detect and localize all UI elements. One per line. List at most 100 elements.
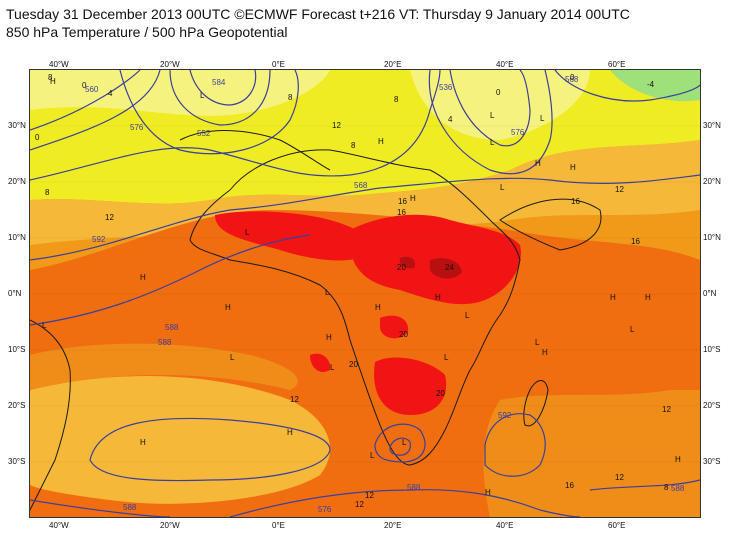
temp-label-22: 12 [365,491,374,500]
temp-label-27: 8 [664,483,669,492]
geo-label-13: 576 [318,505,332,514]
temp-label-10: -4 [647,80,655,89]
temp-label-29: 16 [565,481,574,490]
pressure-marker-5: H [535,159,541,168]
temp-label-26: 12 [662,405,671,414]
lat-label-right-6: 30°S [703,457,721,466]
geo-label-6: 568 [565,75,579,84]
geo-label-12: 588 [123,503,137,512]
pressure-marker-26: H [542,348,548,357]
pressure-marker-3: L [490,138,495,147]
pressure-marker-6: H [410,194,416,203]
temp-region-red [215,211,369,261]
temp-label-2: 4 [108,89,113,98]
pressure-marker-27: H [140,438,146,447]
lon-label-top-5: 60°E [608,60,626,69]
temp-label-28: 12 [355,500,364,509]
geo-label-0: 560 [85,85,99,94]
lat-label-left-2: 10°N [8,233,26,242]
geo-label-11: 588 [158,338,172,347]
pressure-marker-19: L [42,321,47,330]
temp-label-30: 12 [615,473,624,482]
pressure-marker-10: L [245,228,250,237]
graticule [30,125,700,463]
geo-label-4: 536 [439,83,453,92]
temp-label-1: 0 [82,81,87,90]
pressure-marker-30: L [402,438,407,447]
lat-label-left-5: 20°S [8,401,26,410]
lon-label-bottom-3: 20°E [384,521,402,530]
lat-label-right-4: 10°S [703,345,721,354]
lat-label-right-3: 0°N [703,289,717,298]
geo-label-14: 588 [407,483,421,492]
pressure-marker-11: H [140,273,146,282]
pressure-marker-31: H [485,488,491,497]
geopotential-labels: 560 576 552 584 536 576 568 568 592 592 588 588 588 5… [85,75,685,514]
geo-label-1: 576 [130,123,144,132]
temp-label-6: 8 [351,141,356,150]
pressure-marker-29: L [370,451,375,460]
temp-label-12: 8 [45,188,50,197]
temp-label-4: 8 [394,95,399,104]
pressure-marker-15: H [375,303,381,312]
temp-label-19: 20 [349,360,358,369]
temp-label-21: 12 [290,395,299,404]
geo-label-5: 576 [511,128,525,137]
temp-label-0: 8 [48,73,53,82]
lon-label-bottom-1: 20°W [160,521,180,530]
geo-label-15: 588 [671,484,685,493]
geo-label-10: 588 [165,323,179,332]
lat-label-right-1: 20°N [703,177,721,186]
map-title: Tuesday 31 December 2013 00UTC ©ECMWF Fo… [6,6,630,22]
pressure-marker-32: H [675,455,681,464]
geo-label-8: 592 [92,235,106,244]
temp-label-13: 12 [105,213,114,222]
geo-label-9: 592 [498,411,512,420]
temp-label-18: 20 [399,330,408,339]
lon-label-top-4: 40°E [496,60,514,69]
temp-label-17: 24 [445,263,454,272]
geo-label-7: 568 [354,181,368,190]
pressure-marker-13: L [230,353,235,362]
lat-label-right-5: 20°S [703,401,721,410]
lon-label-top-2: 0°E [272,60,285,69]
map-panel: 8 0 4 8 8 12 8 0 4 0 -4 0 8 12 16 16 20 24 20 20 20 12 12 16 12 1… [29,69,701,518]
lon-label-top-0: 40°W [49,60,69,69]
temp-label-14: 16 [398,197,407,206]
lon-label-bottom-2: 0°E [272,521,285,530]
lat-label-left-3: 0°N [8,289,22,298]
temp-label-24: 12 [615,185,624,194]
lat-label-left-6: 30°S [8,457,26,466]
pressure-marker-20: H [326,333,332,342]
lon-label-bottom-5: 60°E [608,521,626,530]
temp-label-8: 4 [448,115,453,124]
pressure-marker-12: H [225,303,231,312]
pressure-marker-14: L [325,288,330,297]
pressure-marker-8: H [570,163,576,172]
lon-label-bottom-0: 40°W [49,521,69,530]
lat-label-right-2: 10°N [703,233,721,242]
temp-label-20: 20 [436,389,445,398]
lat-label-left-4: 10°S [8,345,26,354]
map-subtitle: 850 hPa Temperature / 500 hPa Geopotenti… [6,24,288,40]
temp-label-15: 16 [397,208,406,217]
pressure-marker-9: L [500,183,505,192]
temp-label-9: 0 [570,73,575,82]
geo-label-2: 552 [197,129,211,138]
pressure-marker-1: L [200,91,205,100]
coastlines [30,130,602,511]
temp-label-23: 16 [571,197,580,206]
temp-band-green [610,70,700,102]
pressure-marker-17: L [465,311,470,320]
lon-label-top-1: 20°W [160,60,180,69]
pressure-marker-0: H [50,77,56,86]
pressure-marker-24: H [645,293,651,302]
lon-label-bottom-4: 40°E [496,521,514,530]
temp-label-7: 0 [496,88,501,97]
lat-label-left-0: 30°N [8,121,26,130]
temp-label-3: 8 [288,93,293,102]
lat-label-left-1: 20°N [8,177,26,186]
